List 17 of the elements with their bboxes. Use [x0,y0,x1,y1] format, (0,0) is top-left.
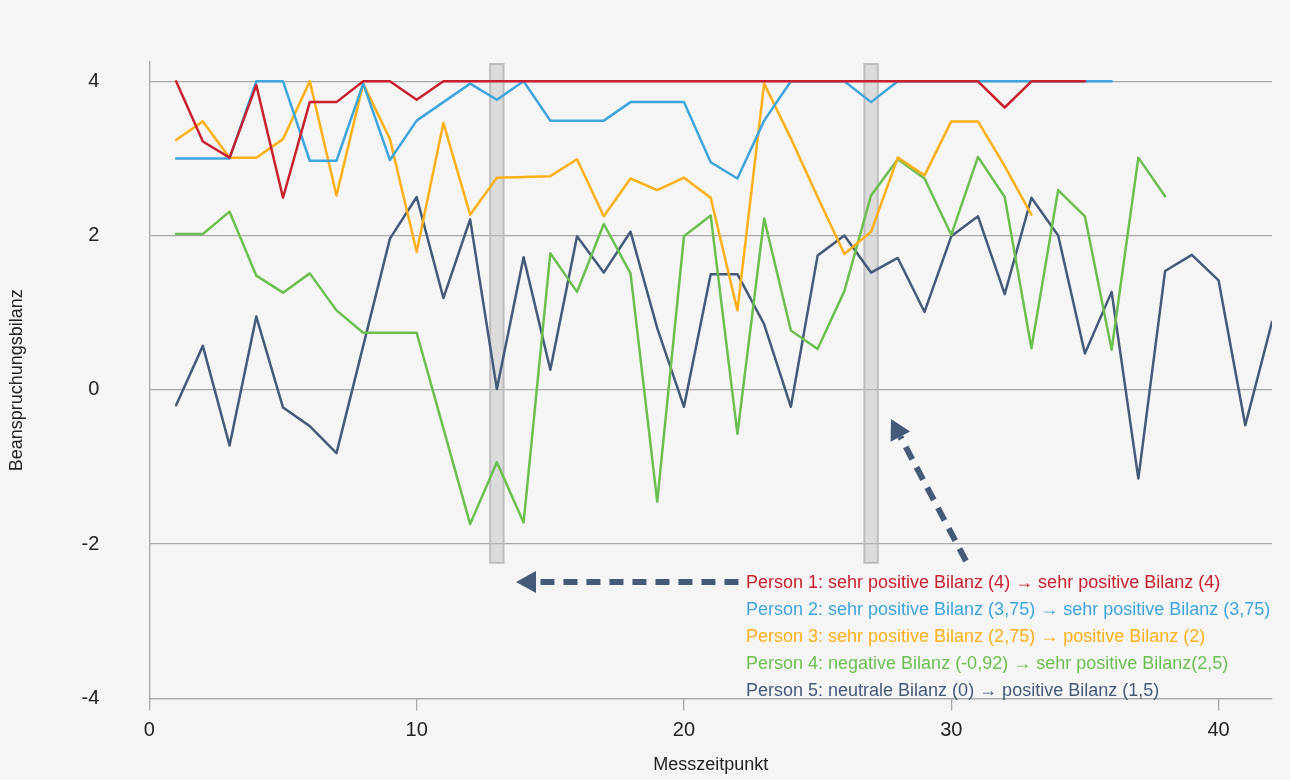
y-axis-title: Beanspruchungsbilanz [5,289,26,472]
x-tick-label: 10 [405,717,428,740]
x-tick-label: 0 [143,717,155,740]
x-tick-label: 30 [940,717,963,740]
text: Person 2: sehr positive Bilanz (3,75) → sehr positive Bilanz (3,75) [746,597,1271,621]
y-tick-label: 0 [88,377,100,400]
y-tick-label: -2 [81,531,100,554]
x-axis-title: Messzeitpunkt [653,754,769,775]
text: Person 3: sehr positive Bilanz (2,75) → positive Bilanz (2) [746,624,1207,648]
text: Person 5: neutrale Bilanz (0) → positive Bilanz (1,5) [746,678,1161,702]
x-tick-label: 20 [672,717,696,740]
text: Person 1: sehr positive Bilanz (4) → sehr positive Bilanz (4) [746,570,1222,594]
x-tick-label: 40 [1207,717,1230,740]
y-tick-label: 4 [88,68,100,91]
y-tick-label: -4 [81,685,100,708]
y-tick-label: 2 [88,223,100,246]
text: Person 4: negative Bilanz (-0,92) → sehr positive Bilanz(2,5) [746,651,1230,675]
